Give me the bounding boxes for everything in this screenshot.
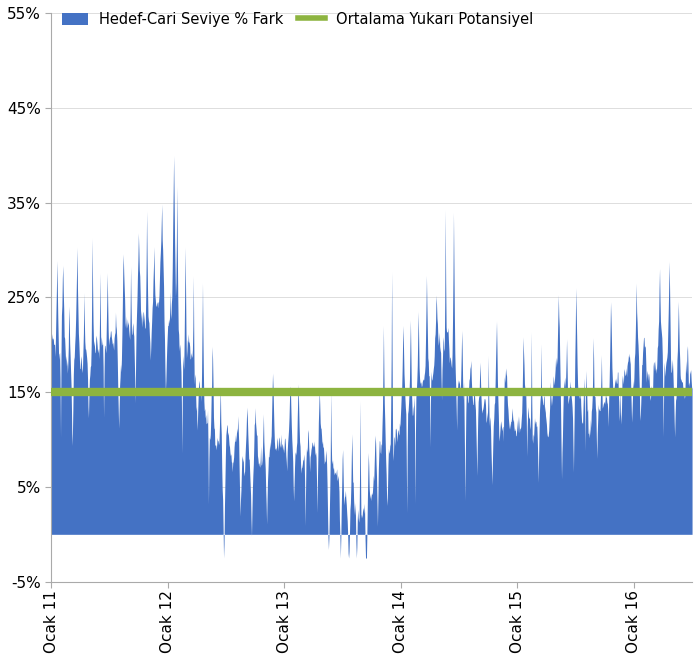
- Legend: Hedef-Cari Seviye % Fark, Ortalama Yukarı Potansiyel: Hedef-Cari Seviye % Fark, Ortalama Yukar…: [59, 9, 537, 30]
